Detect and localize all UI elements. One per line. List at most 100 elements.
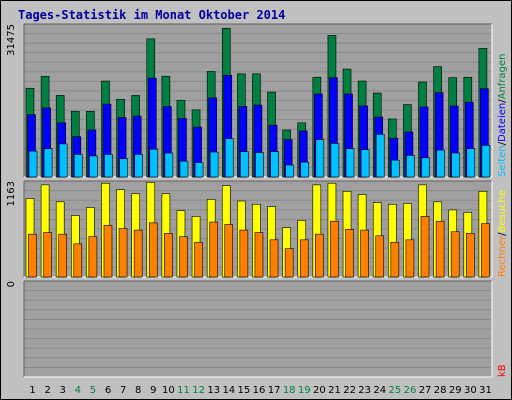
seiten-bar xyxy=(330,143,340,178)
rechner-bar xyxy=(435,220,445,278)
day-label: 20 xyxy=(313,385,326,396)
seiten-bar xyxy=(315,139,325,178)
day-label: 27 xyxy=(419,385,432,396)
day-label: 5 xyxy=(90,385,96,396)
day-label: 23 xyxy=(358,385,371,396)
seiten-bar xyxy=(451,152,461,178)
seiten-bar xyxy=(436,149,445,178)
day-label: 2 xyxy=(44,385,50,396)
seiten-bar xyxy=(43,148,53,178)
day-label: 30 xyxy=(464,385,477,396)
day-label: 31 xyxy=(479,385,492,396)
rechner-bar xyxy=(466,233,475,278)
rechner-bar xyxy=(43,232,52,278)
seiten-bar xyxy=(134,154,143,178)
seiten-bar xyxy=(406,155,415,178)
seiten-bar xyxy=(360,149,370,178)
chart-title: Tages-Statistik im Monat Oktober 2014 xyxy=(18,8,286,22)
day-label: 10 xyxy=(162,385,175,396)
rechner-bar xyxy=(420,216,430,278)
rechner-bar xyxy=(239,229,249,278)
rechner-bar xyxy=(405,239,415,278)
rechner-bar xyxy=(299,239,309,278)
seiten-bar xyxy=(300,161,310,178)
day-label: 15 xyxy=(238,385,251,396)
day-label: 4 xyxy=(75,385,81,396)
legend-separator: / xyxy=(497,141,508,145)
rechner-bar xyxy=(254,232,264,278)
day-label: 11 xyxy=(177,385,190,396)
rechner-bar xyxy=(28,233,37,278)
rechner-bar xyxy=(148,222,158,278)
seiten-bar xyxy=(179,160,189,178)
rechner-bar xyxy=(284,248,294,278)
day-label: 25 xyxy=(389,385,402,396)
day-label: 21 xyxy=(328,385,341,396)
rechner-bar xyxy=(390,241,400,278)
day-label: 22 xyxy=(343,385,356,396)
day-label: 28 xyxy=(434,385,447,396)
rechner-bar xyxy=(360,229,369,278)
seiten-bar xyxy=(391,159,400,178)
day-label: 19 xyxy=(298,385,311,396)
seiten-bar xyxy=(421,157,430,178)
rechner-bar xyxy=(224,224,234,278)
legend-kb: kB xyxy=(497,364,508,377)
rechner-bar xyxy=(209,221,218,278)
visits-y-tick-label: 1163 xyxy=(6,181,17,206)
rechner-bar xyxy=(269,239,279,278)
seiten-bar xyxy=(285,164,294,178)
rechner-bar xyxy=(88,236,98,278)
seiten-bar xyxy=(89,155,98,178)
seiten-bar xyxy=(194,162,204,178)
seiten-bar xyxy=(375,134,385,178)
rechner-bar xyxy=(345,229,354,278)
day-label: 1 xyxy=(29,385,35,396)
day-label: 16 xyxy=(253,385,266,396)
seiten-bar xyxy=(119,158,128,178)
seiten-bar xyxy=(345,148,355,178)
rechner-bar xyxy=(133,229,143,278)
day-label: 7 xyxy=(120,385,126,396)
day-label: 13 xyxy=(207,385,220,396)
rechner-bar xyxy=(58,233,67,278)
hits-y-tick-label: 31475 xyxy=(6,24,17,56)
legend-dateien: Dateien xyxy=(497,103,508,142)
visits-legend: Rechner/Besuche xyxy=(497,190,508,277)
rechner-bar xyxy=(481,223,490,278)
seiten-bar xyxy=(149,148,159,178)
seiten-bar xyxy=(164,152,174,178)
kb-legend: kB xyxy=(497,364,508,377)
day-label: 3 xyxy=(60,385,66,396)
rechner-bar xyxy=(118,228,128,278)
rechner-bar xyxy=(194,241,203,278)
day-label: 18 xyxy=(283,385,296,396)
legend-seiten: Seiten xyxy=(497,145,508,177)
seiten-bar xyxy=(240,151,249,178)
legend-besuche: Besuche xyxy=(497,190,508,233)
day-label: 26 xyxy=(404,385,417,396)
day-label: 9 xyxy=(150,385,156,396)
rechner-bar xyxy=(450,231,460,278)
legend-anfragen: Anfragen xyxy=(497,54,508,100)
legend-separator: / xyxy=(497,99,508,103)
rechner-bar xyxy=(375,235,385,278)
day-label: 12 xyxy=(192,385,205,396)
day-label: 14 xyxy=(222,385,235,396)
seiten-bar xyxy=(73,154,83,178)
day-label: 8 xyxy=(135,385,141,396)
kb-y-tick-label: 0 xyxy=(6,281,17,287)
rechner-bar xyxy=(103,224,113,278)
day-label: 24 xyxy=(373,385,386,396)
seiten-bar xyxy=(270,151,279,178)
legend-rechner: Rechner xyxy=(497,235,508,277)
seiten-bar xyxy=(481,145,491,178)
rechner-bar xyxy=(315,233,324,278)
seiten-bar xyxy=(255,152,264,178)
hits-legend: Seiten/Dateien/Anfragen xyxy=(497,54,508,177)
day-label: 6 xyxy=(105,385,111,396)
seiten-bar xyxy=(224,138,234,178)
rechner-bar xyxy=(179,236,188,278)
